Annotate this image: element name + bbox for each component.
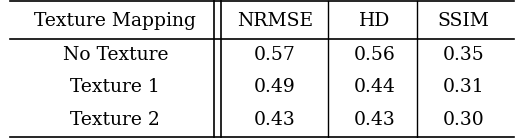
Text: HD: HD	[359, 12, 390, 30]
Text: SSIM: SSIM	[438, 12, 489, 30]
Text: 0.44: 0.44	[354, 78, 396, 96]
Text: Texture 1: Texture 1	[70, 78, 160, 96]
Text: Texture 2: Texture 2	[70, 111, 160, 129]
Text: 0.56: 0.56	[354, 46, 396, 64]
Text: 0.49: 0.49	[254, 78, 296, 96]
Text: 0.35: 0.35	[443, 46, 485, 64]
Text: 0.31: 0.31	[443, 78, 485, 96]
Text: 0.30: 0.30	[443, 111, 485, 129]
Text: 0.57: 0.57	[254, 46, 296, 64]
Text: No Texture: No Texture	[62, 46, 168, 64]
Text: 0.43: 0.43	[254, 111, 296, 129]
Text: Texture Mapping: Texture Mapping	[35, 12, 196, 30]
Text: 0.43: 0.43	[354, 111, 396, 129]
Text: NRMSE: NRMSE	[237, 12, 313, 30]
